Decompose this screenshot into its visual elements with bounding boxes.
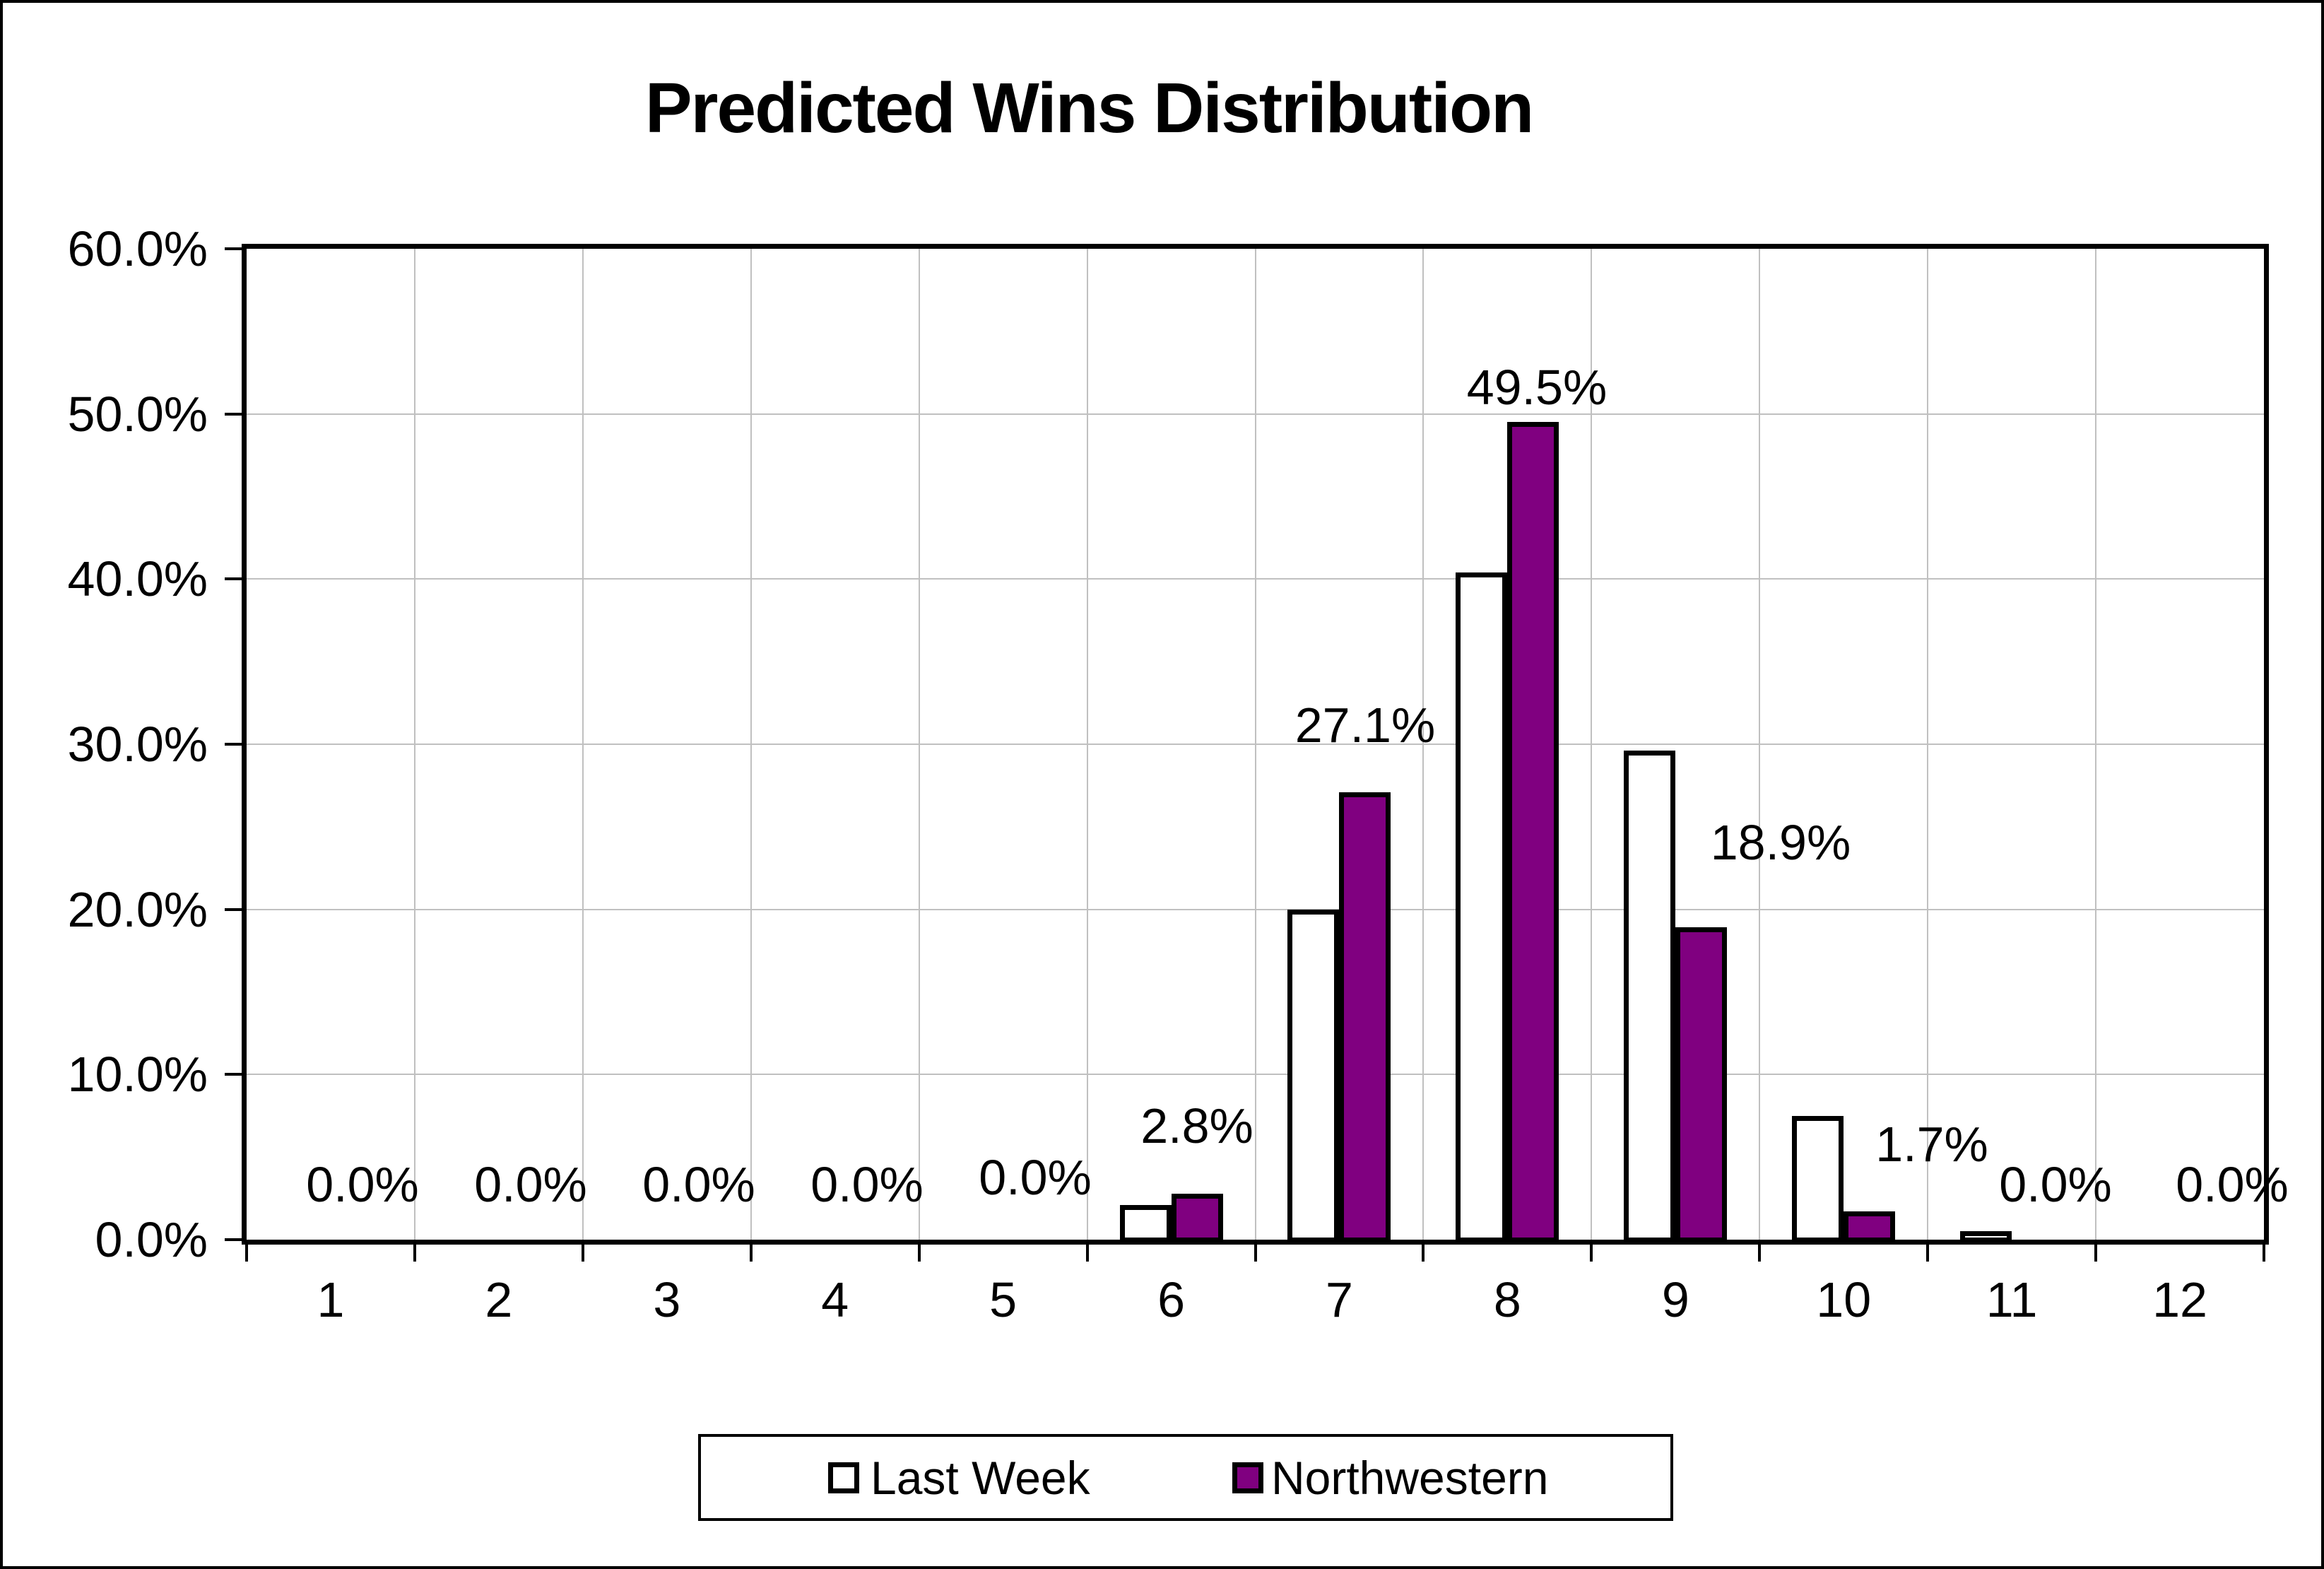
legend-swatch-northwestern xyxy=(1232,1462,1263,1493)
data-label: 0.0% xyxy=(474,1157,587,1212)
vertical-gridline xyxy=(1759,249,1761,1240)
x-axis-tick xyxy=(1590,1245,1593,1262)
x-axis-tick-label: 1 xyxy=(317,1272,345,1327)
x-axis-tick-label: 12 xyxy=(2152,1272,2207,1327)
y-axis-tick xyxy=(225,1238,242,1241)
x-axis-tick xyxy=(749,1245,753,1262)
x-axis-tick-label: 3 xyxy=(653,1272,681,1327)
x-axis-tick xyxy=(1926,1245,1930,1262)
y-axis-tick xyxy=(225,577,242,581)
legend-label: Northwestern xyxy=(1271,1452,1549,1504)
data-label: 1.7% xyxy=(1875,1117,1988,1172)
plot-area-border xyxy=(242,244,2269,1245)
data-label: 0.0% xyxy=(2176,1157,2289,1212)
y-axis-tick-label: 20.0% xyxy=(67,881,208,937)
x-axis-tick xyxy=(2094,1245,2098,1262)
x-axis-tick-label: 8 xyxy=(1493,1272,1521,1327)
x-axis-tick-label: 10 xyxy=(1816,1272,1872,1327)
bar-last-week-9 xyxy=(1624,751,1676,1242)
x-axis-tick-label: 7 xyxy=(1325,1272,1353,1327)
data-label: 18.9% xyxy=(1710,815,1851,870)
vertical-gridline xyxy=(1927,249,1929,1240)
x-axis-tick-label: 11 xyxy=(1986,1272,2038,1327)
vertical-gridline xyxy=(1591,249,1593,1240)
x-axis-tick xyxy=(245,1245,248,1262)
x-axis-tick xyxy=(581,1245,584,1262)
y-axis-tick xyxy=(225,907,242,911)
x-axis-tick xyxy=(917,1245,921,1262)
data-label: 49.5% xyxy=(1466,360,1608,415)
x-axis-tick-label: 5 xyxy=(989,1272,1018,1327)
data-label: 27.1% xyxy=(1294,698,1436,753)
legend-label: Last Week xyxy=(871,1452,1090,1504)
y-axis-tick-label: 40.0% xyxy=(67,551,208,607)
y-axis-tick xyxy=(225,743,242,746)
data-label: 2.8% xyxy=(1140,1098,1254,1153)
bar-northwestern-10 xyxy=(1844,1211,1896,1242)
chart-title: Predicted Wins Distribution xyxy=(644,69,1534,148)
vertical-gridline xyxy=(1254,249,1256,1240)
legend-swatch-last-week xyxy=(828,1462,859,1493)
bar-last-week-11 xyxy=(1960,1231,2012,1242)
x-axis-tick-label: 6 xyxy=(1157,1272,1185,1327)
bar-northwestern-6 xyxy=(1171,1194,1223,1242)
x-axis-tick-label: 4 xyxy=(821,1272,849,1327)
y-axis-tick-label: 60.0% xyxy=(67,221,208,276)
vertical-gridline xyxy=(2095,249,2097,1240)
x-axis-tick xyxy=(1758,1245,1762,1262)
bar-northwestern-9 xyxy=(1675,927,1728,1242)
legend-box xyxy=(698,1434,1673,1521)
x-axis-tick xyxy=(1085,1245,1089,1262)
x-axis-tick xyxy=(1254,1245,1257,1262)
bar-last-week-8 xyxy=(1456,572,1508,1242)
y-axis-tick-label: 0.0% xyxy=(95,1212,208,1267)
y-axis-tick-label: 30.0% xyxy=(67,717,208,772)
x-axis-tick xyxy=(413,1245,416,1262)
bar-northwestern-7 xyxy=(1339,792,1391,1242)
data-label: 0.0% xyxy=(1999,1157,2112,1212)
data-label: 0.0% xyxy=(306,1157,419,1212)
x-axis-tick xyxy=(1422,1245,1425,1262)
vertical-gridline xyxy=(1422,249,1425,1240)
bar-last-week-7 xyxy=(1287,910,1340,1242)
vertical-gridline xyxy=(582,249,584,1240)
vertical-gridline xyxy=(918,249,920,1240)
data-label: 0.0% xyxy=(810,1157,924,1212)
y-axis-tick xyxy=(225,247,242,250)
y-axis-tick xyxy=(225,412,242,416)
y-axis-tick xyxy=(225,1073,242,1076)
bar-last-week-10 xyxy=(1792,1116,1844,1242)
vertical-gridline xyxy=(1086,249,1088,1240)
data-label: 0.0% xyxy=(979,1150,1092,1205)
x-axis-tick-label: 9 xyxy=(1661,1272,1689,1327)
x-axis-tick xyxy=(2263,1245,2265,1262)
x-axis-tick-label: 2 xyxy=(485,1272,513,1327)
bar-northwestern-8 xyxy=(1507,422,1559,1242)
y-axis-tick-label: 10.0% xyxy=(67,1047,208,1103)
bar-last-week-6 xyxy=(1119,1205,1172,1242)
vertical-gridline xyxy=(750,249,752,1240)
y-axis-tick-label: 50.0% xyxy=(67,386,208,442)
vertical-gridline xyxy=(413,249,415,1240)
data-label: 0.0% xyxy=(642,1157,755,1212)
